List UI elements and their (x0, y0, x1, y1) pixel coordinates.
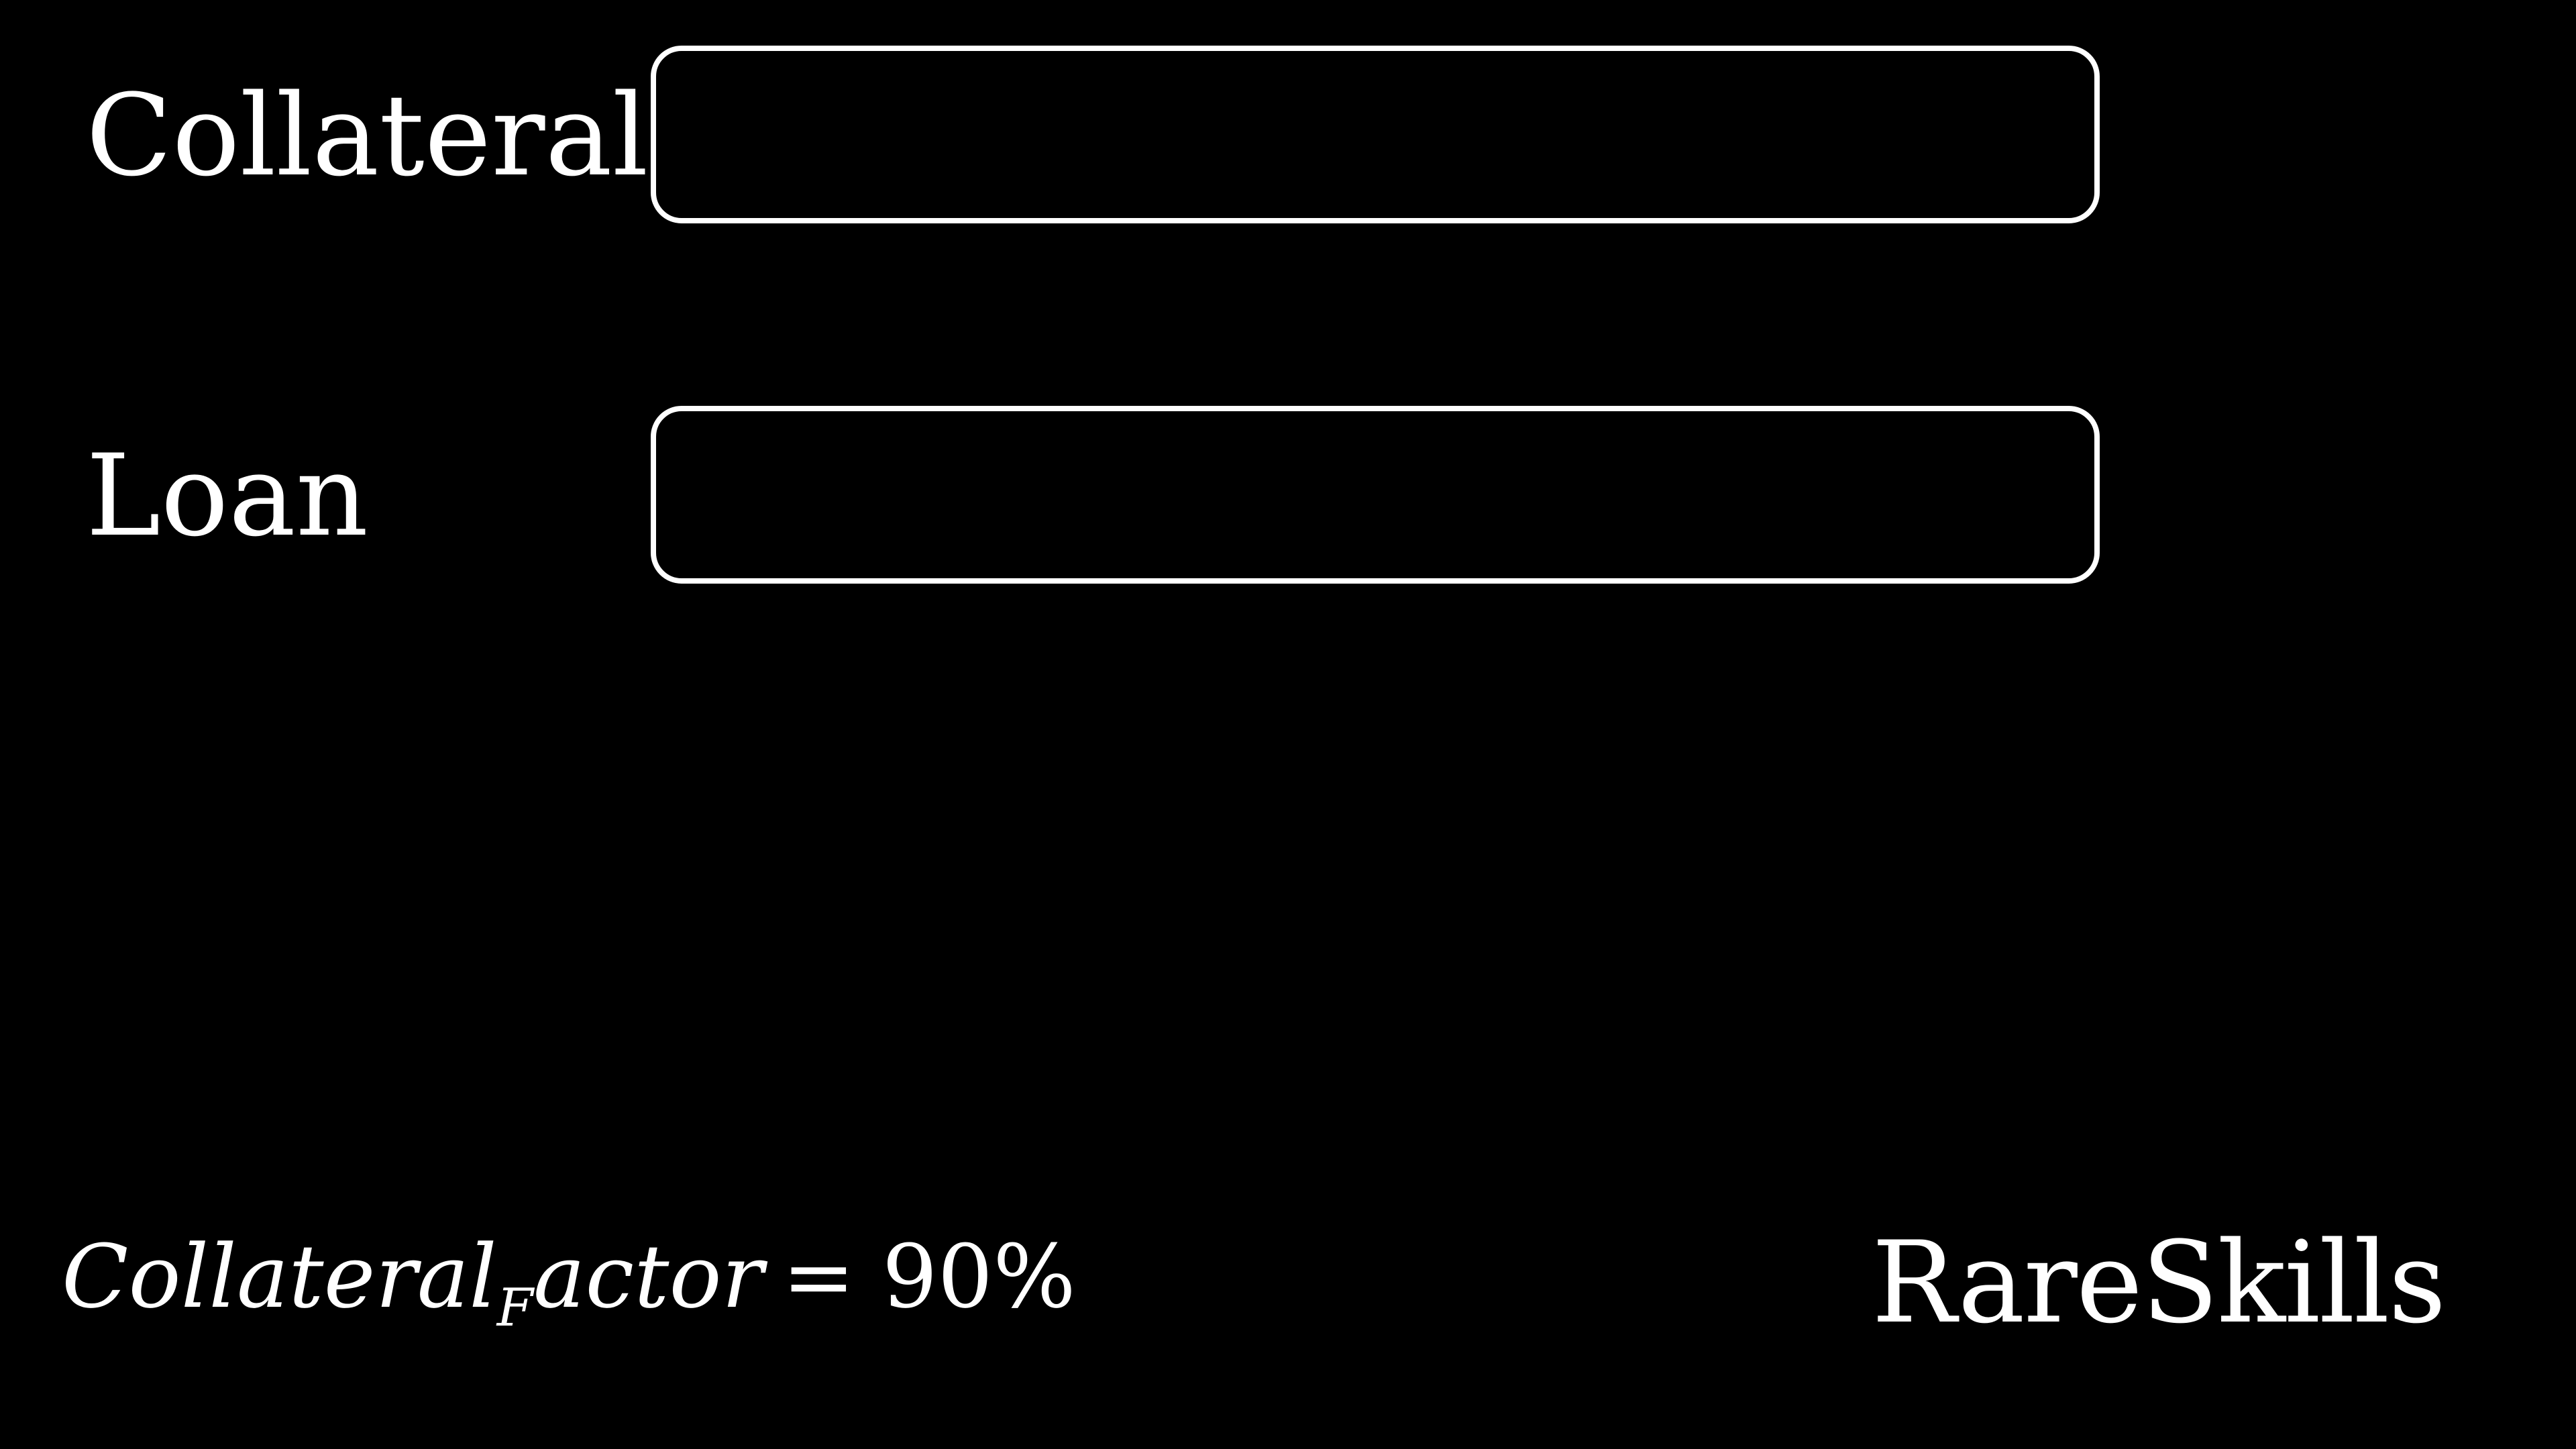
formula-subscript: F (496, 1278, 533, 1338)
brand-logo-text: RareSkills (1872, 1217, 2447, 1348)
collateral-factor-formula: CollateralFactor = 90% (62, 1233, 1076, 1334)
formula-equals: = (782, 1226, 855, 1328)
formula-tail: actor (533, 1226, 763, 1328)
formula-base: Collateral (62, 1226, 497, 1328)
collateral-label: Collateral (86, 70, 649, 201)
loan-bar (651, 406, 2100, 584)
loan-label: Loan (86, 430, 369, 561)
formula-value: 90% (881, 1226, 1076, 1328)
collateral-bar (651, 46, 2100, 223)
